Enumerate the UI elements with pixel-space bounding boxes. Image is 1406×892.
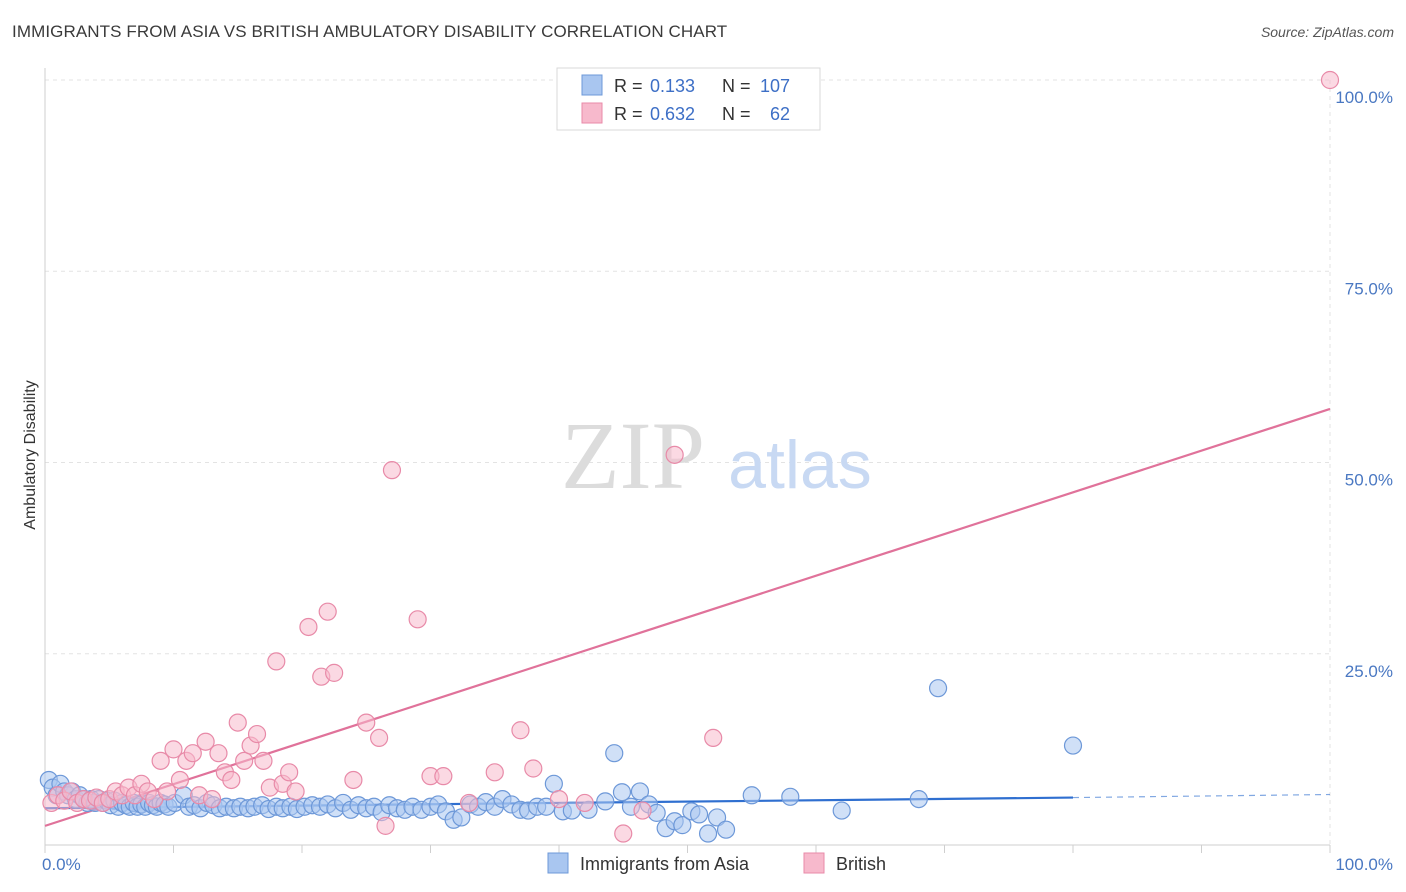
chart-title: IMMIGRANTS FROM ASIA VS BRITISH AMBULATO… [12,22,728,41]
point-s1-32 [247,724,267,744]
point-s0-106 [1063,736,1083,755]
point-s1-47 [382,461,402,480]
point-s1-50 [434,767,453,786]
point-s1-44 [357,713,376,732]
point-s1-53 [511,721,530,740]
point-s0-71 [452,808,471,827]
point-s1-26 [209,744,228,763]
axes [44,68,1331,853]
y-tick-label-2: 75.0% [1345,279,1393,298]
point-s0-86 [596,792,615,811]
point-s1-45 [370,728,389,748]
point-s1-61 [1320,70,1340,90]
stats-legend-r-label-asia: R = [614,76,643,96]
point-s0-104 [909,789,928,809]
point-s1-42 [325,663,344,682]
stats-legend: R = 0.133 N = 107 R = 0.632 N = 62 [556,67,821,131]
point-s1-33 [254,751,273,770]
x-tick-label-0: 0.0% [42,855,81,874]
y-tick-label-1: 50.0% [1345,471,1393,490]
point-s1-30 [235,751,254,770]
legend-label-british: British [836,854,886,874]
stats-legend-n-value-british: 62 [770,104,790,124]
point-s1-25 [202,789,222,809]
point-s1-52 [485,763,504,782]
point-s0-105 [928,679,948,698]
stats-legend-r-label-british: R = [614,104,643,124]
point-s1-18 [157,782,177,801]
point-s0-100 [716,820,736,839]
legend-swatch-asia [547,852,569,874]
source-credit: Source: ZipAtlas.com [1260,24,1394,40]
point-s1-51 [459,793,479,813]
point-s1-29 [228,713,247,732]
point-s1-37 [280,763,299,782]
scatter-points [39,70,1340,843]
point-s0-88 [612,783,632,802]
point-s1-39 [299,617,318,637]
point-s1-38 [286,782,305,801]
point-s1-56 [575,793,594,813]
x-tick-labels: 0.0% 100.0% [42,855,1393,874]
y-tick-label-3: 100.0% [1335,88,1393,107]
stats-legend-n-label-asia: N = [722,76,751,96]
watermark: ZIP atlas [561,402,872,509]
point-s0-95 [673,816,692,835]
point-s1-20 [170,770,190,790]
y-tick-labels: 25.0% 50.0% 75.0% 100.0% [1335,88,1393,681]
point-s1-41 [318,602,337,621]
legend-swatch-british [803,852,825,874]
point-s1-28 [222,770,241,790]
y-tick-label-0: 25.0% [1345,662,1393,681]
x-tick-label-1: 100.0% [1335,855,1393,874]
y-axis-label: Ambulatory Disability [22,380,39,529]
point-s1-22 [183,744,202,763]
point-s1-17 [151,751,170,770]
point-s0-102 [781,787,800,806]
point-s0-99 [707,808,727,827]
point-s0-90 [630,782,650,801]
trend-line-ext-0 [1072,793,1331,799]
watermark-atlas: atlas [728,427,872,503]
point-s1-24 [196,732,215,751]
stats-legend-r-value-british: 0.632 [650,104,695,124]
point-s1-55 [549,789,569,809]
point-s1-48 [408,610,427,629]
point-s0-87 [605,744,624,763]
point-s1-43 [344,770,363,790]
point-s0-103 [832,801,851,820]
point-s1-35 [267,652,286,671]
point-s1-46 [376,816,395,835]
stats-legend-n-value-asia: 107 [760,76,790,96]
point-s1-54 [524,759,543,778]
point-s1-59 [665,445,684,464]
stats-legend-n-label-british: N = [722,104,751,124]
point-s0-82 [544,774,563,793]
point-s0-101 [742,786,761,805]
point-s1-58 [633,801,652,820]
point-s0-97 [689,805,709,824]
stats-legend-swatch-british [581,102,603,124]
point-s0-98 [698,824,718,843]
point-s1-60 [704,728,723,748]
point-s1-57 [614,824,633,843]
stats-legend-swatch-asia [581,74,603,96]
legend-label-asia: Immigrants from Asia [580,854,750,874]
stats-legend-r-value-asia: 0.133 [650,76,695,96]
series-legend: Immigrants from Asia British [547,852,886,874]
point-s1-19 [164,740,183,759]
